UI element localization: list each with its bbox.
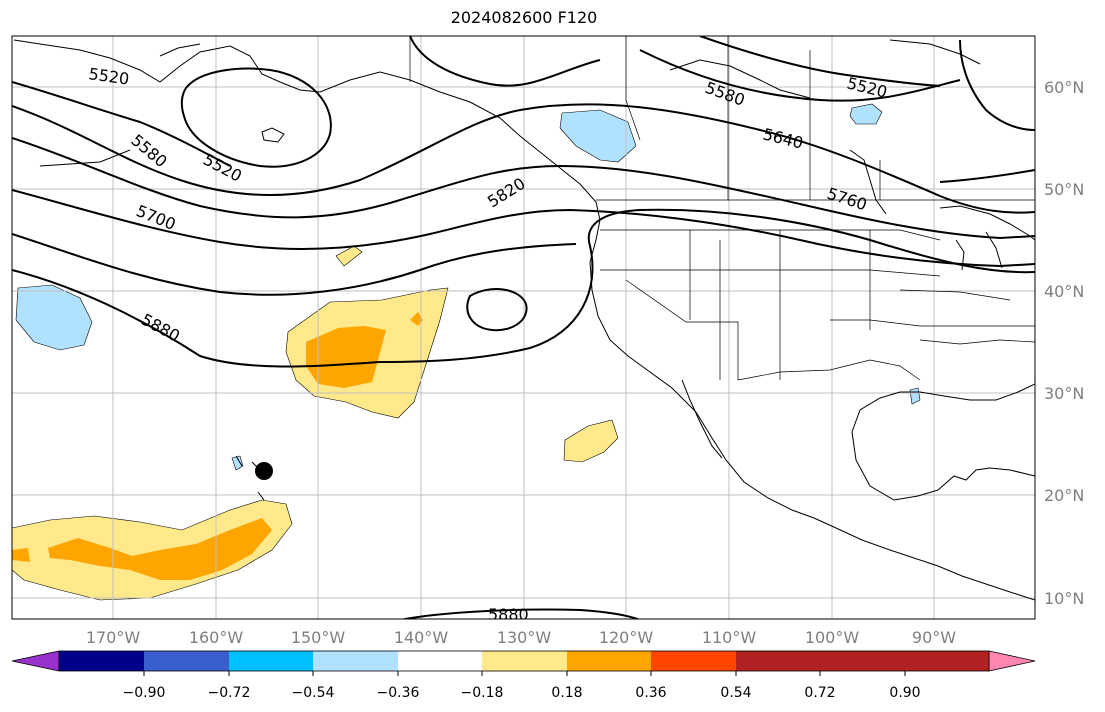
lat-label: 20°N [1044, 486, 1084, 505]
colorbar-bin [313, 651, 398, 671]
colorbar-outline [58, 650, 990, 672]
lon-label: 170°W [86, 628, 141, 647]
lon-label: 130°W [497, 628, 552, 647]
lon-label: 110°W [702, 628, 757, 647]
lon-label: 90°W [912, 628, 956, 647]
height-contours [12, 36, 1035, 619]
contour-label: 5760 [825, 184, 870, 215]
colorbar-bin [59, 651, 144, 671]
colorbar-bin [736, 651, 820, 671]
location-marker [255, 462, 273, 480]
colorbar-tick-label: 0.54 [720, 685, 751, 701]
map-area: 5520 5580 5520 5700 5880 5820 5580 5520 … [12, 36, 1035, 624]
lon-label: 140°W [394, 628, 449, 647]
lon-label: 150°W [291, 628, 346, 647]
colorbar-tick-label: 0.36 [635, 685, 666, 701]
map-frame [11, 35, 1036, 620]
lat-label: 10°N [1044, 589, 1084, 608]
colorbar-tick-label: −0.54 [292, 685, 335, 701]
lat-label: 40°N [1044, 282, 1084, 301]
colorbar-extend-high [988, 650, 1036, 672]
colorbar-tick-label: −0.72 [208, 685, 251, 701]
gridlines [12, 36, 1035, 619]
contour-label: 5580 [703, 78, 748, 110]
colorbar-bin [229, 651, 313, 671]
colorbar-extend-low [11, 650, 60, 672]
contour-label: 5820 [484, 174, 529, 212]
longitude-labels: 170°W 160°W 150°W 140°W 130°W 120°W 110°… [86, 628, 956, 647]
lat-label: 30°N [1044, 384, 1084, 403]
contour-label: 5880 [138, 310, 183, 346]
lat-label: 60°N [1044, 78, 1084, 97]
contour-label: 5520 [845, 73, 889, 101]
colorbar-tick-label: −0.36 [377, 685, 420, 701]
colorbar-bin [398, 651, 482, 671]
colorbar-bin [651, 651, 736, 671]
latitude-labels: 60°N 50°N 40°N 30°N 20°N 10°N [1044, 78, 1084, 608]
colorbar-ticks [143, 671, 906, 676]
colorbar-bin [820, 651, 905, 671]
contour-label: 5880 [488, 605, 529, 624]
lon-label: 100°W [805, 628, 860, 647]
contour-label: 5520 [87, 64, 130, 88]
map-title: 2024082600 F120 [450, 8, 598, 27]
colorbar-bin [567, 651, 651, 671]
colorbar-tick-label: 0.90 [889, 685, 920, 701]
colorbar-bin [905, 651, 989, 671]
colorbar-tick-label: 0.18 [551, 685, 582, 701]
lon-label: 120°W [599, 628, 654, 647]
colorbar: −0.90 −0.72 −0.54 −0.36 −0.18 0.18 0.36 … [11, 650, 1036, 701]
contour-label: 5640 [761, 124, 805, 152]
anomaly-shading [12, 103, 921, 601]
lat-label: 50°N [1044, 180, 1084, 199]
political-borders [409, 36, 1035, 381]
lon-label: 160°W [189, 628, 244, 647]
colorbar-tick-label: 0.72 [804, 685, 835, 701]
contour-label: 5580 [127, 131, 170, 172]
colorbar-tick-label: −0.18 [461, 685, 504, 701]
colorbar-bin [482, 651, 567, 671]
colorbar-bin [144, 651, 229, 671]
colorbar-tick-label: −0.90 [123, 685, 166, 701]
